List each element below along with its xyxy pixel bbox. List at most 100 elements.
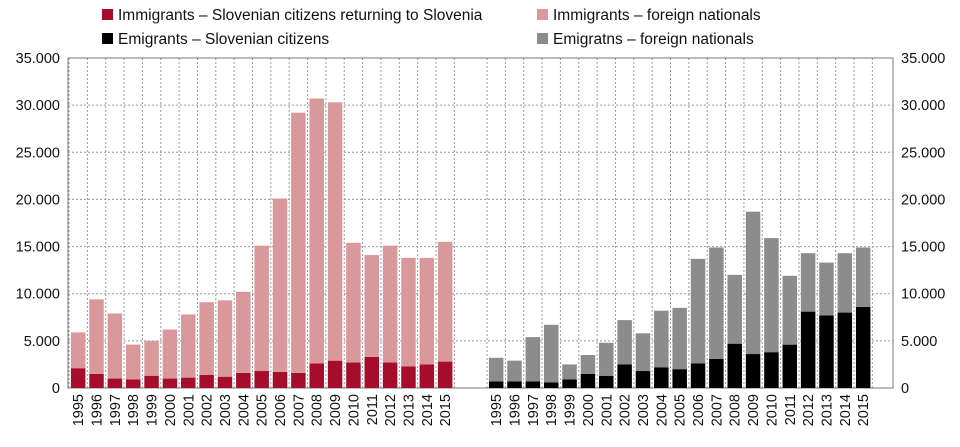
bar-emigrants-slovenian-2010 <box>764 352 779 388</box>
y-tick-label-left: 25.000 <box>16 145 60 161</box>
legend-label: Immigrants – foreign nationals <box>553 7 761 24</box>
x-tick-label-immigrants: 2013 <box>401 394 417 426</box>
bar-immigrants-foreign-1997 <box>107 313 123 379</box>
bar-emigrants-foreign-2013 <box>819 262 834 316</box>
bar-immigrants-slovenian-1997 <box>107 378 123 388</box>
bar-emigrants-slovenian-2004 <box>654 367 669 388</box>
bar-emigrants-foreign-1998 <box>543 324 559 383</box>
bar-immigrants-foreign-2004 <box>236 291 251 373</box>
x-tick-label-emigrants: 1998 <box>544 394 560 426</box>
bar-immigrants-foreign-2013 <box>401 257 416 367</box>
x-tick-label-immigrants: 2004 <box>236 394 252 426</box>
x-tick-label-immigrants: 2011 <box>365 394 381 425</box>
bar-emigrants-foreign-2001 <box>599 342 614 376</box>
bar-immigrants-foreign-2005 <box>254 245 269 372</box>
bar-emigrants-slovenian-1996 <box>507 381 522 388</box>
bar-emigrants-slovenian-2001 <box>599 375 614 388</box>
bar-immigrants-foreign-2007 <box>291 112 306 373</box>
x-tick-label-emigrants: 2010 <box>764 394 780 426</box>
x-tick-label-emigrants: 2001 <box>599 394 615 426</box>
bar-emigrants-foreign-2006 <box>690 258 706 364</box>
x-tick-label-immigrants: 2015 <box>438 394 454 426</box>
bar-emigrants-slovenian-2000 <box>580 373 596 388</box>
bar-immigrants-slovenian-1995 <box>70 368 86 388</box>
x-tick-label-immigrants: 1997 <box>108 394 124 426</box>
y-tick-label-right: 15.000 <box>901 240 945 256</box>
legend-label: Emigrants – Slovenian citizens <box>118 31 330 48</box>
bar-emigrants-slovenian-2002 <box>617 364 632 388</box>
x-tick-label-immigrants: 2007 <box>291 394 307 426</box>
bar-immigrants-slovenian-1996 <box>89 373 104 388</box>
y-tick-label-right: 30.000 <box>901 98 945 114</box>
bar-emigrants-slovenian-1999 <box>562 379 577 388</box>
bar-immigrants-slovenian-2000 <box>162 378 178 388</box>
bar-emigrants-slovenian-1998 <box>543 382 559 388</box>
bar-emigrants-foreign-2010 <box>764 238 779 353</box>
bar-immigrants-slovenian-2014 <box>419 364 435 388</box>
x-tick-label-emigrants: 2003 <box>636 394 652 426</box>
bar-immigrants-slovenian-2010 <box>346 362 361 388</box>
bar-emigrants-slovenian-2003 <box>635 371 651 388</box>
bar-emigrants-foreign-2004 <box>654 310 669 368</box>
y-tick-label-right: 35.000 <box>901 51 945 67</box>
y-tick-label-left: 20.000 <box>16 192 60 208</box>
bar-immigrants-foreign-1999 <box>144 340 159 376</box>
x-tick-label-emigrants: 2008 <box>728 394 744 426</box>
bar-emigrants-foreign-2011 <box>782 275 798 345</box>
bar-immigrants-slovenian-2011 <box>364 356 380 388</box>
bar-immigrants-foreign-2009 <box>327 102 343 361</box>
bar-emigrants-foreign-1997 <box>525 337 541 382</box>
bar-emigrants-foreign-1996 <box>507 360 522 382</box>
bar-immigrants-foreign-2003 <box>217 300 233 377</box>
bar-emigrants-slovenian-2015 <box>855 306 871 388</box>
bar-immigrants-foreign-1996 <box>89 299 104 374</box>
bar-immigrants-slovenian-2008 <box>309 363 324 388</box>
bar-immigrants-foreign-1995 <box>70 332 86 369</box>
bar-emigrants-slovenian-2007 <box>709 358 724 388</box>
y-tick-label-right: 5.000 <box>901 334 937 350</box>
y-tick-label-left: 30.000 <box>16 98 60 114</box>
bar-emigrants-foreign-1995 <box>488 357 504 382</box>
bar-emigrants-foreign-2009 <box>745 211 761 355</box>
x-tick-label-emigrants: 2004 <box>654 394 670 426</box>
legend-item-emigrants-foreign: Emigratns – foreign nationals <box>537 31 754 49</box>
x-tick-label-immigrants: 2005 <box>255 394 271 426</box>
bar-immigrants-slovenian-2001 <box>181 377 196 388</box>
plot-frame <box>67 57 894 389</box>
bar-immigrants-slovenian-2009 <box>327 360 343 388</box>
bar-emigrants-foreign-2015 <box>855 247 871 307</box>
bar-immigrants-foreign-2014 <box>419 257 435 365</box>
bar-immigrants-slovenian-1998 <box>125 379 141 388</box>
bar-immigrants-foreign-2012 <box>382 245 398 363</box>
legend-swatch <box>102 33 113 44</box>
bar-immigrants-slovenian-2013 <box>401 366 416 388</box>
bar-emigrants-slovenian-2014 <box>837 312 853 388</box>
bar-immigrants-foreign-2008 <box>309 98 324 364</box>
bar-immigrants-foreign-2001 <box>181 314 196 378</box>
bar-immigrants-slovenian-1999 <box>144 375 159 388</box>
y-tick-label-left: 35.000 <box>16 51 60 67</box>
bar-emigrants-foreign-2008 <box>727 274 742 344</box>
bar-emigrants-slovenian-2009 <box>745 354 761 388</box>
legend-swatch <box>102 9 113 20</box>
x-tick-label-emigrants: 1995 <box>489 394 505 426</box>
bar-emigrants-slovenian-1995 <box>488 381 504 388</box>
bar-immigrants-slovenian-2006 <box>272 371 288 388</box>
bar-immigrants-slovenian-2012 <box>382 362 398 388</box>
bar-emigrants-slovenian-2011 <box>782 344 798 388</box>
bar-immigrants-foreign-2010 <box>346 242 361 363</box>
bar-emigrants-foreign-2007 <box>709 247 724 359</box>
bar-immigrants-slovenian-2015 <box>437 361 453 388</box>
y-tick-label-left: 10.000 <box>16 287 60 303</box>
bar-immigrants-slovenian-2002 <box>199 374 214 388</box>
bar-immigrants-foreign-2011 <box>364 255 380 357</box>
x-tick-label-emigrants: 2014 <box>838 394 854 426</box>
x-tick-label-immigrants: 1995 <box>71 394 87 426</box>
bar-immigrants-foreign-2002 <box>199 302 214 375</box>
legend-swatch <box>537 33 548 44</box>
bar-immigrants-foreign-2000 <box>162 329 178 379</box>
bar-emigrants-foreign-2003 <box>635 333 651 372</box>
x-tick-label-immigrants: 2009 <box>328 394 344 426</box>
legend-label: Emigratns – foreign nationals <box>553 31 754 48</box>
x-tick-label-emigrants: 2000 <box>581 394 597 426</box>
